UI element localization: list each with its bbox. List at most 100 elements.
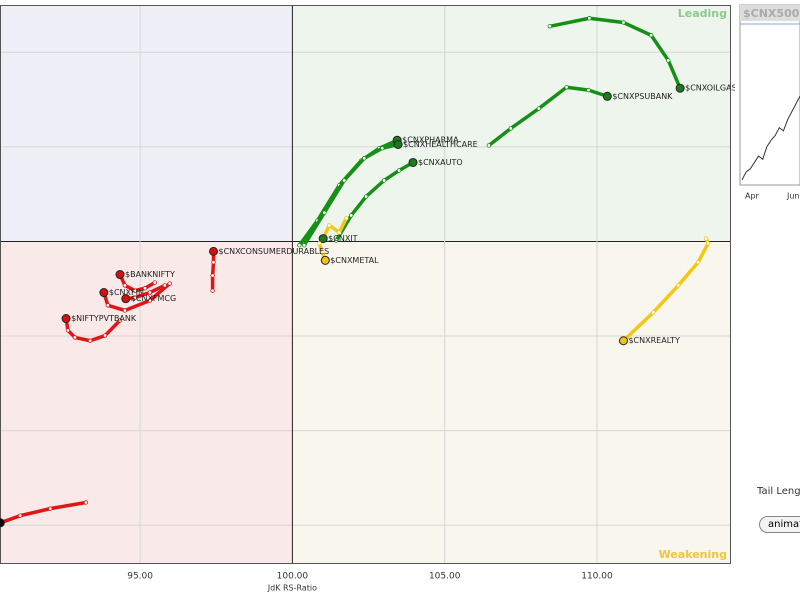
- tail-line: [321, 216, 349, 241]
- series-label: $CNXPSUBANK: [612, 92, 673, 101]
- tail-point: [337, 230, 342, 235]
- tail-point: [117, 318, 123, 323]
- mini-title: $CNX500: [743, 7, 800, 20]
- rrg-chart: 95.00 100.00 105.00 110.00 JdK RS-Ratio Leadi…: [0, 5, 735, 593]
- tail-point: [621, 20, 626, 25]
- series-label: $CNXPHARMA: [402, 136, 459, 145]
- quadrant-improving: [0, 5, 293, 242]
- series-label: $CNXIT: [328, 234, 358, 243]
- tail-point: [210, 288, 215, 293]
- head-point: [408, 157, 418, 167]
- tail-point: [695, 260, 701, 265]
- tail-point: [705, 241, 711, 246]
- series-label: $CNXFMCG: [131, 294, 176, 303]
- tail-point: [648, 33, 654, 38]
- tail-point: [320, 250, 325, 255]
- head-point: [318, 234, 328, 244]
- tail-length-label: Tail Leng: [757, 486, 800, 497]
- tail-line: [210, 249, 216, 293]
- tail-point: [322, 210, 327, 215]
- series-label: $NIFTYPVTBANK: [71, 314, 137, 323]
- tail-point: [122, 308, 128, 313]
- tail-line: [0, 500, 88, 525]
- head-point: [99, 288, 109, 298]
- tail-point: [83, 500, 89, 505]
- tail-point: [381, 178, 387, 183]
- tail-point: [486, 143, 492, 148]
- tail-point: [147, 290, 153, 295]
- tail-line: [334, 160, 415, 243]
- x-tick-label: 95.00: [127, 572, 153, 582]
- series-label: $CNXREALTY: [628, 336, 679, 345]
- tail-line: [487, 85, 610, 148]
- tail-point: [666, 58, 671, 63]
- mini-x-label: Jun: [786, 192, 800, 201]
- tail-line: [124, 283, 167, 301]
- tail-point: [344, 216, 349, 221]
- tail-point: [152, 280, 157, 285]
- series-label: $CNXHEALTHCARE: [403, 140, 478, 149]
- tail-point: [341, 178, 347, 183]
- tail-point: [348, 213, 354, 218]
- head-point: [209, 246, 219, 256]
- tail-point: [147, 298, 153, 303]
- animate-button[interactable]: animat: [759, 516, 800, 533]
- tail-point: [547, 24, 552, 29]
- tail-point: [327, 223, 332, 228]
- tail-point: [102, 333, 108, 338]
- head-point: [320, 255, 330, 265]
- mini-chart: $CNX500 Apr Jun: [739, 4, 800, 201]
- tail-point: [363, 194, 369, 199]
- tail-point: [703, 236, 709, 241]
- plot-border: [0, 5, 731, 564]
- tail-point: [142, 286, 148, 291]
- tail-point: [17, 513, 23, 518]
- tail-point: [65, 328, 71, 333]
- series-label: $CNXFIN: [109, 288, 144, 297]
- series-label: $CNXCONSUMERDURABLES: [219, 247, 330, 256]
- tail-point: [651, 310, 656, 315]
- head-point: [115, 270, 125, 280]
- tail-point: [586, 87, 591, 93]
- x-axis-label: JdK RS-Ratio: [267, 584, 317, 593]
- tail-line: [548, 16, 682, 90]
- tail-point: [334, 238, 339, 243]
- head-point: [618, 336, 628, 346]
- tail-point: [48, 506, 53, 511]
- mini-x-label: Apr: [745, 192, 760, 201]
- head-point: [675, 83, 685, 93]
- tail-point: [72, 335, 78, 340]
- quadrant-weakening: [292, 241, 731, 563]
- head-point: [0, 518, 5, 528]
- x-tick-label: 105.00: [429, 572, 461, 582]
- tail-point: [302, 243, 307, 248]
- tail-point: [87, 338, 93, 343]
- mini-header: [740, 5, 800, 21]
- tail-point: [105, 303, 111, 308]
- tail-point: [380, 146, 385, 151]
- tail-line: [302, 142, 400, 247]
- series-label: $CNXOILGAS: [685, 84, 735, 93]
- tail-point: [132, 288, 138, 293]
- tail-point: [587, 16, 592, 21]
- mini-line: [741, 95, 800, 181]
- tail-point: [167, 281, 172, 286]
- tail-point: [508, 126, 513, 131]
- quadrant-label: Leading: [678, 7, 727, 20]
- head-point: [61, 314, 71, 324]
- tail-point: [210, 273, 215, 278]
- tail-point: [132, 295, 138, 300]
- head-point: [121, 294, 131, 304]
- controls: Tail Leng animat: [735, 480, 800, 600]
- tail-point: [317, 241, 322, 246]
- series-label: $BANKNIFTY: [125, 270, 175, 279]
- head-point: [393, 140, 403, 149]
- head-point: [602, 91, 612, 101]
- x-tick-label: 110.00: [581, 572, 613, 582]
- tail-point: [564, 85, 569, 90]
- tail-point: [396, 168, 402, 173]
- tail-point: [297, 243, 302, 248]
- tail-point: [211, 260, 216, 265]
- tail-point: [676, 283, 681, 288]
